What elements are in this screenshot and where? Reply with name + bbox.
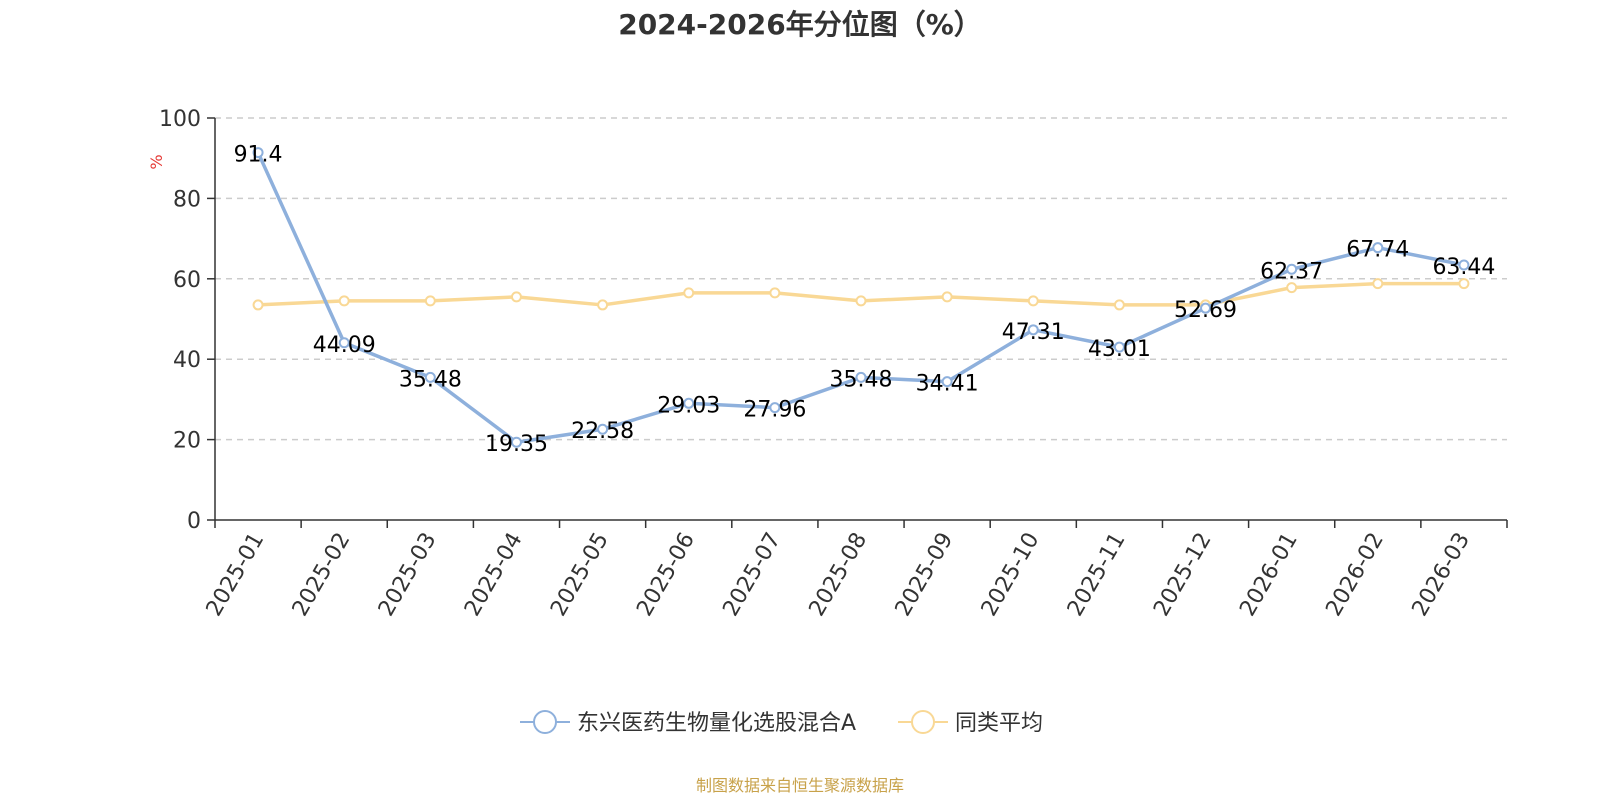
data-point — [1113, 299, 1125, 311]
data-point — [1200, 302, 1212, 314]
x-tick-label: 2026-01 — [1235, 529, 1303, 621]
data-point — [252, 299, 264, 311]
data-point — [1458, 278, 1470, 290]
x-tick-label: 2025-09 — [891, 528, 959, 620]
data-point — [1027, 295, 1039, 307]
data-point — [1372, 278, 1384, 290]
y-tick-label: 40 — [173, 348, 201, 373]
series-lines — [252, 147, 1470, 448]
data-label: 43.01 — [1088, 337, 1151, 362]
data-label: 19.35 — [485, 432, 548, 457]
data-point — [338, 295, 350, 307]
legend-label-1[interactable]: 同类平均 — [955, 711, 1043, 736]
data-label: 27.96 — [743, 398, 806, 423]
data-point — [1372, 242, 1384, 254]
data-point — [855, 371, 867, 383]
data-point — [855, 295, 867, 307]
data-label: 35.48 — [399, 367, 462, 392]
y-axis-unit-label: % — [147, 154, 166, 169]
data-point — [424, 295, 436, 307]
data-point — [1286, 282, 1298, 294]
data-point — [1113, 341, 1125, 353]
x-tick-label: 2025-02 — [288, 529, 356, 621]
x-tick-label: 2025-12 — [1149, 529, 1217, 621]
data-point — [597, 423, 609, 435]
data-labels: 91.4 44.09 35.48 19.35 22.58 29.03 27.96 35.48 3… — [234, 143, 1496, 458]
axes: 0 20 40 60 80 100 2025-01 2025-02 2025-03 2025-04… — [159, 107, 1508, 621]
data-point — [597, 299, 609, 311]
data-label: 47.31 — [1002, 320, 1065, 345]
x-tick-label: 2026-02 — [1321, 529, 1389, 621]
data-label: 22.58 — [571, 419, 634, 444]
chart-title: 2024-2026年分位图（%） — [618, 8, 982, 41]
data-point — [338, 337, 350, 349]
data-label: 44.09 — [313, 333, 376, 358]
data-label: 29.03 — [657, 393, 720, 418]
data-point — [424, 371, 436, 383]
legend: 东兴医药生物量化选股混合A 同类平均 — [520, 710, 1043, 736]
data-label: 52.69 — [1174, 298, 1237, 323]
data-label: 63.44 — [1432, 255, 1495, 280]
data-point — [1286, 263, 1298, 275]
data-point — [252, 147, 264, 159]
data-label: 91.4 — [234, 143, 283, 168]
data-point — [683, 397, 695, 409]
data-label: 35.48 — [830, 367, 893, 392]
x-tick-label: 2025-03 — [374, 529, 442, 621]
data-label: 34.41 — [916, 372, 979, 397]
x-tick-label: 2025-04 — [460, 529, 528, 621]
data-label: 67.74 — [1346, 238, 1409, 263]
x-tick-label: 2025-10 — [977, 529, 1045, 621]
data-label: 62.37 — [1260, 259, 1323, 284]
y-tick-label: 0 — [187, 509, 201, 534]
legend-label-0[interactable]: 东兴医药生物量化选股混合A — [577, 711, 856, 736]
data-point — [683, 287, 695, 299]
data-point — [941, 376, 953, 388]
legend-marker-1 — [911, 710, 935, 734]
x-tick-label: 2025-08 — [805, 529, 873, 621]
data-point — [769, 402, 781, 414]
y-tick-label: 20 — [173, 429, 201, 454]
x-tick-label: 2025-11 — [1063, 529, 1131, 621]
x-tick-label: 2025-01 — [202, 529, 270, 621]
x-tick-label: 2025-05 — [546, 529, 614, 621]
y-tick-label: 100 — [159, 107, 201, 132]
legend-marker-0 — [533, 710, 557, 734]
data-point — [769, 287, 781, 299]
x-tick-label: 2026-03 — [1408, 529, 1476, 621]
y-tick-label: 60 — [173, 268, 201, 293]
data-point — [510, 291, 522, 303]
x-tick-label: 2025-07 — [718, 529, 786, 621]
data-point — [1458, 259, 1470, 271]
data-point — [1027, 324, 1039, 336]
data-point — [510, 436, 522, 448]
y-tick-label: 80 — [173, 187, 201, 212]
data-point — [941, 291, 953, 303]
source-note: 制图数据来自恒生聚源数据库 — [696, 776, 904, 795]
x-tick-label: 2025-06 — [632, 529, 700, 621]
